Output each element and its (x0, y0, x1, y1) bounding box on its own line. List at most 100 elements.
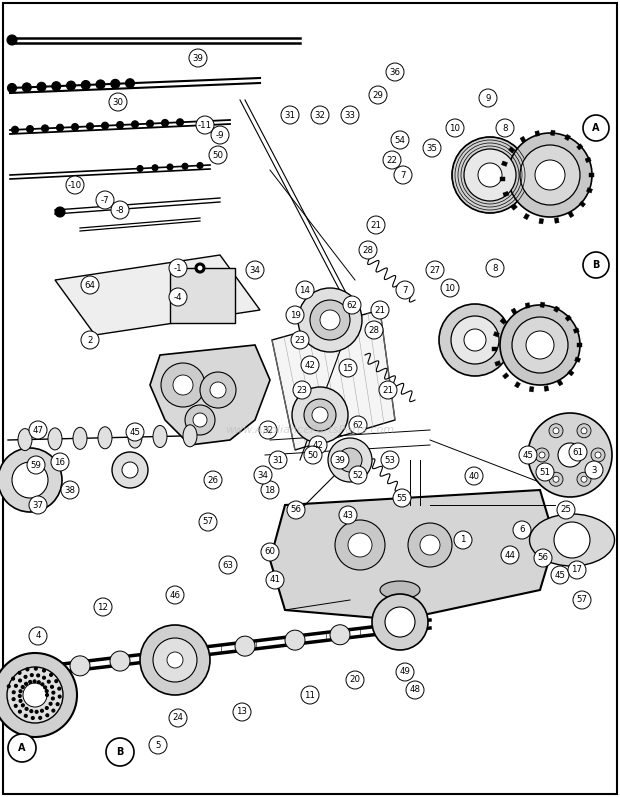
Text: 26: 26 (208, 476, 218, 485)
Text: 45: 45 (523, 450, 533, 460)
Circle shape (573, 591, 591, 609)
Circle shape (45, 693, 48, 697)
Circle shape (25, 682, 28, 685)
Circle shape (385, 607, 415, 637)
Text: 23: 23 (294, 336, 306, 344)
Circle shape (50, 685, 53, 689)
Circle shape (558, 443, 582, 467)
Circle shape (320, 310, 340, 330)
Circle shape (254, 466, 272, 484)
Bar (577, 143, 583, 150)
Text: 23: 23 (296, 386, 308, 395)
Circle shape (81, 80, 91, 89)
Circle shape (51, 453, 69, 471)
Bar (503, 373, 509, 379)
Circle shape (169, 288, 187, 306)
Text: 13: 13 (236, 708, 247, 717)
Circle shape (452, 137, 528, 213)
Text: A: A (18, 743, 26, 753)
Text: 46: 46 (169, 591, 180, 599)
Circle shape (372, 594, 428, 650)
Circle shape (519, 446, 537, 464)
Circle shape (109, 93, 127, 111)
Bar (544, 386, 549, 391)
Bar (589, 173, 594, 177)
Bar (495, 361, 501, 366)
Circle shape (51, 697, 55, 700)
Bar (568, 370, 574, 376)
Circle shape (46, 714, 49, 717)
Circle shape (55, 207, 65, 217)
Ellipse shape (380, 581, 420, 599)
Circle shape (309, 436, 327, 454)
Bar (529, 387, 534, 392)
Circle shape (451, 316, 499, 364)
Circle shape (117, 121, 123, 128)
Circle shape (381, 451, 399, 469)
Text: -9: -9 (216, 131, 224, 139)
Circle shape (304, 399, 336, 431)
Text: 15: 15 (342, 363, 353, 372)
Circle shape (193, 413, 207, 427)
Text: -7: -7 (100, 195, 109, 205)
Circle shape (125, 79, 135, 88)
Text: 48: 48 (409, 685, 420, 694)
Circle shape (513, 521, 531, 539)
Circle shape (27, 126, 33, 132)
Text: 19: 19 (290, 311, 301, 320)
Circle shape (197, 265, 203, 271)
Bar (565, 135, 570, 140)
Circle shape (553, 477, 559, 482)
Bar (492, 347, 497, 351)
Ellipse shape (48, 428, 62, 450)
Circle shape (528, 413, 612, 497)
Circle shape (423, 139, 441, 157)
Bar (574, 328, 579, 333)
Circle shape (386, 63, 404, 81)
Circle shape (7, 35, 17, 45)
Bar (539, 218, 544, 224)
Text: 28: 28 (363, 245, 373, 254)
Text: 64: 64 (84, 281, 95, 289)
Text: 34: 34 (257, 470, 268, 480)
Circle shape (55, 680, 58, 683)
Circle shape (479, 89, 497, 107)
Circle shape (581, 477, 587, 482)
Circle shape (359, 241, 377, 259)
Circle shape (379, 381, 397, 399)
Text: 35: 35 (427, 143, 438, 152)
Text: 10: 10 (445, 284, 456, 292)
Circle shape (478, 163, 502, 187)
Circle shape (549, 473, 563, 486)
Text: 62: 62 (353, 421, 363, 430)
Circle shape (51, 82, 61, 91)
Circle shape (27, 456, 45, 474)
Text: 28: 28 (368, 325, 379, 335)
Circle shape (0, 653, 77, 737)
Circle shape (446, 119, 464, 137)
Circle shape (169, 709, 187, 727)
Circle shape (209, 146, 227, 164)
Circle shape (577, 424, 591, 438)
Text: 63: 63 (223, 560, 234, 570)
Text: 33: 33 (345, 111, 355, 120)
Circle shape (161, 120, 169, 127)
Polygon shape (272, 310, 395, 450)
Text: 49: 49 (399, 668, 410, 677)
Bar (500, 318, 507, 324)
Text: 42: 42 (304, 360, 316, 370)
Circle shape (391, 131, 409, 149)
Text: 41: 41 (270, 575, 280, 584)
Text: 56: 56 (538, 553, 549, 563)
Bar (554, 218, 559, 223)
Text: B: B (117, 747, 123, 757)
Circle shape (464, 329, 486, 351)
Circle shape (56, 703, 59, 705)
Circle shape (508, 133, 592, 217)
Circle shape (43, 676, 45, 679)
Text: 2: 2 (87, 336, 93, 344)
Circle shape (29, 496, 47, 514)
Text: 3: 3 (591, 465, 596, 474)
Circle shape (58, 695, 61, 698)
Circle shape (19, 689, 22, 693)
